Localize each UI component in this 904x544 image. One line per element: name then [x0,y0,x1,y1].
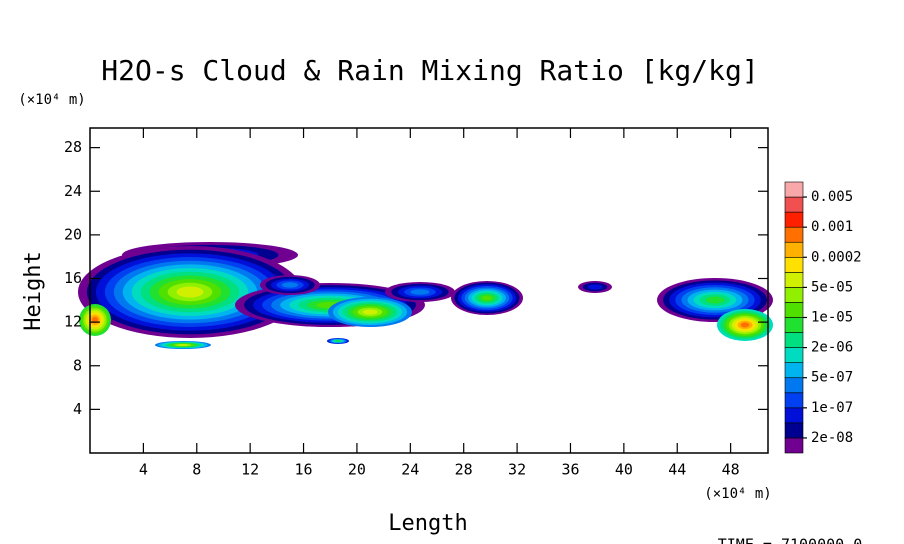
colorbar-label: 0.0002 [811,249,862,265]
y-tick-label: 20 [64,225,82,243]
colorbar-swatch [784,392,804,409]
colorbar-swatch [784,241,804,258]
x-tick-label: 24 [401,461,419,479]
colorbar-swatch [784,362,804,379]
cloud-region [335,340,341,342]
cloud-region [178,344,188,346]
colorbar-label: 5e-07 [811,370,853,386]
colorbar-label: 2e-06 [811,340,853,356]
colorbar-swatch [784,226,804,243]
cloud-region [481,295,493,301]
cloud-region [705,296,725,304]
cloud-region [176,286,204,298]
y-axis-label: Height [21,251,46,330]
colorbar-swatch [784,377,804,394]
colorbar-swatch [784,302,804,318]
colorbar-label: 1e-07 [811,400,853,416]
x-tick-label: 12 [241,461,259,479]
cloud-region [410,289,430,295]
colorbar-swatch [784,272,804,288]
colorbar-swatch [784,256,804,273]
x-tick-label: 40 [615,461,633,479]
x-axis-label: Length [388,511,467,536]
x-tick-label: 16 [295,461,313,479]
cloud-region [281,282,299,288]
colorbar-swatch [784,317,804,333]
x-tick-label: 48 [722,461,740,479]
x-tick-label: 4 [139,461,148,479]
y-tick-label: 24 [64,182,82,200]
colorbar-label: 2e-08 [811,430,853,446]
colorbar-swatch [784,437,804,454]
colorbar-swatch [784,181,804,198]
y-unit: (×10⁴ m) [18,92,85,108]
x-tick-label: 28 [455,461,473,479]
colorbar-swatch [784,287,804,303]
y-tick-label: 12 [64,313,82,331]
y-tick-label: 16 [64,269,82,287]
plot-frame [89,127,769,454]
colorbar-swatch [784,422,804,439]
y-tick-label: 28 [64,138,82,156]
colorbar-swatch [784,347,804,363]
x-unit: (×10⁴ m) [704,486,771,502]
colorbar-swatch [784,211,804,228]
colorbar-swatch [784,332,804,348]
chart-title: H2O-s Cloud & Rain Mixing Ratio [kg/kg] [101,54,758,87]
x-tick-label: 36 [561,461,579,479]
y-tick-label: 4 [73,400,82,418]
footer: TIME = 7100000.0 [718,536,863,544]
colorbar-label: 1e-05 [811,310,853,326]
cloud-region [587,284,603,290]
x-tick-label: 44 [668,461,686,479]
x-tick-label: 32 [508,461,526,479]
x-tick-label: 8 [192,461,201,479]
cloud-region [740,322,750,328]
y-tick-label: 8 [73,356,82,374]
colorbar-label: 0.005 [811,189,853,205]
colorbar-label: 5e-05 [811,279,853,295]
x-tick-label: 20 [348,461,366,479]
colorbar-swatch [784,407,804,424]
cloud-region [362,309,378,315]
colorbar-swatch [784,196,804,213]
colorbar-label: 0.001 [811,219,853,235]
